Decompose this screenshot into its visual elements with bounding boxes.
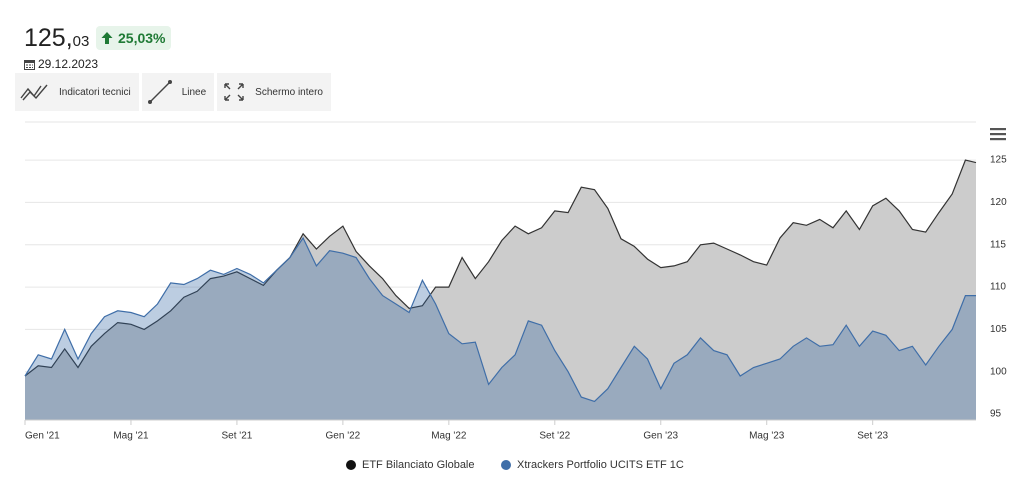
button-label: Schermo intero <box>255 86 323 98</box>
button-label: Linee <box>181 86 207 98</box>
y-tick-label: 100 <box>990 366 1007 377</box>
x-tick-label: Gen '22 <box>326 431 361 442</box>
price-int: 125, <box>24 24 73 52</box>
y-tick-label: 95 <box>990 409 1002 420</box>
series-line <box>24 236 976 403</box>
menu-bar <box>990 128 1006 131</box>
up-arrow <box>101 32 113 44</box>
legend-label[interactable]: ETF Bilanciato Globale <box>362 459 475 471</box>
lines-button[interactable]: Linee <box>141 73 215 111</box>
y-tick-label: 110 <box>990 282 1006 293</box>
legend-marker-0 <box>346 460 356 470</box>
fullscreen-button[interactable]: Schermo intero <box>217 73 331 111</box>
menu-bar <box>990 138 1006 141</box>
indicators-button[interactable]: Indicatori tecnici <box>15 73 139 111</box>
price-dec: 03 <box>72 33 90 50</box>
y-tick-label: 125 <box>990 155 1007 166</box>
date: 29.12.2023 <box>24 57 98 71</box>
legend-label[interactable]: Xtrackers Portfolio UCITS ETF 1C <box>517 459 684 471</box>
x-tick-label: Set '22 <box>539 431 570 442</box>
change-badge: 25,03% <box>96 26 172 50</box>
area-fill <box>25 160 976 420</box>
button-label: Indicatori tecnici <box>59 86 131 98</box>
menu-bar <box>990 133 1006 136</box>
change-text: 25,03% <box>118 30 166 46</box>
calendar-icon <box>24 59 35 70</box>
x-tick-label: Mag '21 <box>113 431 149 442</box>
y-tick-label: 115 <box>990 239 1006 250</box>
indicators-icon <box>20 84 48 101</box>
area-fill <box>25 238 976 420</box>
x-tick-label: Gen '23 <box>643 431 678 442</box>
date-text: 29.12.2023 <box>38 57 99 71</box>
menu-icon[interactable] <box>990 128 1006 141</box>
y-tick-label: 105 <box>990 324 1007 335</box>
x-tick-label: Set '21 <box>222 431 253 442</box>
x-tick-label: Set '23 <box>857 431 888 442</box>
x-tick-label: Mag '22 <box>431 431 467 442</box>
x-tick-label: Mag '23 <box>749 431 785 442</box>
fullscreen-icon <box>224 83 244 101</box>
price: 125, 03 <box>24 24 89 53</box>
legend-marker-1 <box>501 460 511 470</box>
lines-icon <box>147 80 172 104</box>
y-tick-label: 120 <box>990 197 1007 208</box>
series-line <box>24 159 977 377</box>
x-tick-label: Gen '21 <box>25 431 60 442</box>
toolbar: Indicatori tecnici Linee Schermo intero <box>15 73 331 111</box>
